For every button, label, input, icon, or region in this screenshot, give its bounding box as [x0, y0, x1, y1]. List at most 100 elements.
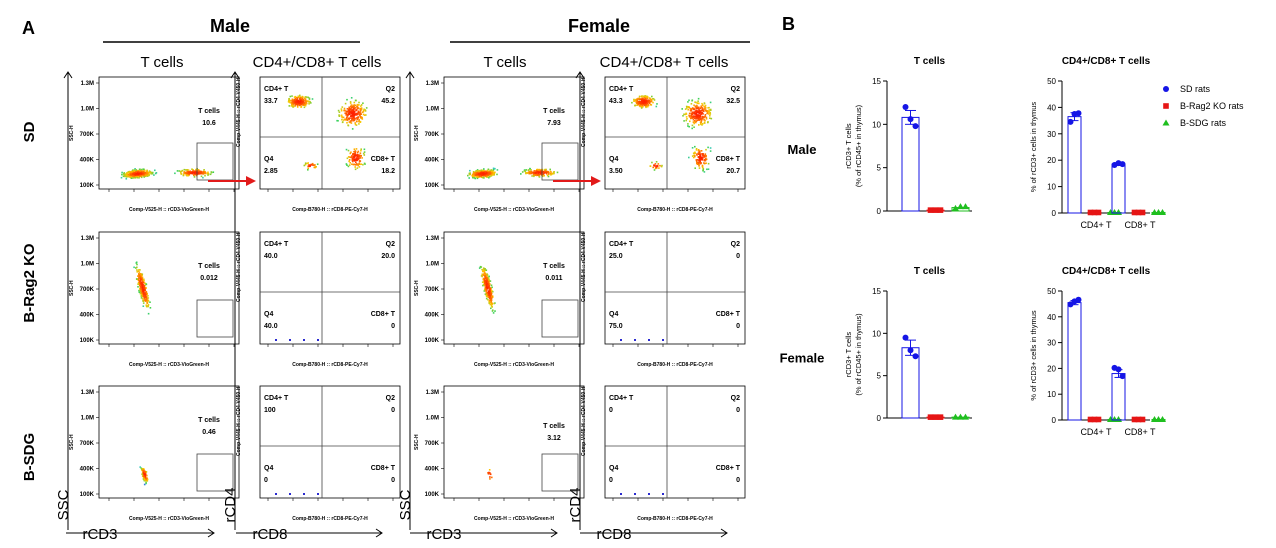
event-dot	[350, 107, 353, 109]
event-dot	[344, 102, 347, 105]
event-dot	[475, 172, 477, 174]
event-dot	[349, 117, 351, 119]
event-dot	[551, 172, 553, 175]
event-dot	[351, 155, 353, 157]
plot-frame	[604, 231, 746, 345]
event-dot	[122, 175, 125, 178]
plot-frame	[604, 76, 746, 190]
event-dot	[682, 115, 684, 117]
event-dot	[704, 119, 706, 122]
event-dot	[150, 171, 153, 174]
event-dot	[353, 111, 355, 113]
event-dot	[653, 99, 656, 101]
event-dot	[483, 271, 486, 273]
event-dot	[654, 163, 657, 165]
quadrant-name: CD4+ T	[609, 86, 634, 93]
event-dot	[363, 151, 366, 153]
event-dot	[535, 172, 537, 175]
event-dot	[698, 157, 701, 159]
event-dot	[141, 472, 144, 474]
event-dot	[710, 117, 713, 120]
event-dot	[350, 104, 353, 106]
event-dot	[703, 155, 706, 158]
event-dot	[145, 286, 147, 289]
event-dot	[144, 476, 147, 478]
quadrant-name: Q2	[731, 241, 740, 248]
data-point	[937, 207, 944, 213]
event-dot	[533, 175, 535, 178]
event-dot	[684, 113, 686, 116]
event-dot	[140, 283, 142, 285]
bar-chart: T cells 0 5 10 15 rCD3+ T cells(% of rCD45+ i…	[788, 56, 972, 216]
event-dot	[195, 170, 197, 172]
event-dot	[491, 286, 493, 289]
axis-label-ssc: SSC-H	[69, 434, 75, 450]
data-point	[1087, 416, 1094, 423]
event-dot	[143, 287, 146, 289]
event-dot	[136, 175, 138, 177]
event-dot	[139, 174, 141, 177]
chart-title: CD4+/CD8+ T cells	[1062, 266, 1151, 277]
event-dot	[136, 278, 138, 280]
event-dot	[494, 310, 496, 312]
event-dot	[147, 312, 150, 315]
event-dot	[481, 176, 484, 179]
event-dot	[472, 176, 474, 179]
event-dot	[143, 176, 145, 178]
event-dot	[145, 482, 147, 485]
quadrant-name: Q2	[731, 395, 740, 402]
event-dot	[154, 172, 157, 175]
event-dot	[304, 99, 307, 102]
event-dot	[709, 101, 712, 104]
event-dot	[640, 100, 643, 102]
gate-percent: 3.12	[547, 435, 561, 442]
event-dot	[356, 120, 358, 122]
event-dot	[348, 118, 350, 121]
axis-label-x: Comp-B780-H :: rCD8-PE-Cy7-H	[637, 207, 713, 213]
y-tick-label: 40	[1047, 313, 1056, 322]
event-dot	[547, 175, 550, 178]
gate-box	[196, 299, 234, 338]
event-dot	[692, 118, 695, 121]
event-dot	[359, 107, 362, 110]
event-dot	[363, 108, 365, 111]
event-dot	[353, 104, 356, 106]
event-dot	[304, 96, 307, 98]
event-dot	[188, 171, 190, 173]
event-dot	[701, 124, 703, 126]
event-dot	[695, 111, 698, 114]
event-dot	[639, 105, 641, 108]
event-dot	[687, 123, 689, 125]
axis-name-rcd8: rCD8	[252, 526, 287, 543]
event-dot	[135, 267, 137, 269]
event-dot	[343, 109, 346, 112]
event-dot	[143, 298, 145, 300]
event-dot	[355, 109, 357, 111]
event-dot	[702, 169, 704, 171]
event-dot	[144, 172, 146, 174]
data-point	[912, 353, 919, 360]
event-dot	[138, 172, 140, 175]
axis-label-y: Comp-V445-H :: rCD4-V450-H	[581, 386, 587, 456]
event-dot	[185, 174, 188, 176]
event-dot	[126, 172, 128, 174]
event-dot	[147, 304, 150, 306]
event-dot	[549, 168, 551, 171]
axis-label-y: Comp-V445-H :: rCD4-V450-H	[581, 77, 587, 147]
y-tick-label: 10	[872, 120, 881, 129]
legend-marker	[1163, 103, 1169, 109]
event-dot	[138, 269, 140, 271]
event-dot	[484, 284, 486, 286]
event-dot	[693, 126, 695, 128]
event-dot	[200, 175, 203, 178]
event-dot	[191, 168, 193, 170]
event-dot	[473, 177, 476, 179]
event-dot	[147, 174, 149, 176]
event-dot	[477, 175, 480, 177]
event-dot	[489, 280, 492, 282]
event-dot	[688, 112, 691, 115]
tick-label: 1.3M	[81, 390, 94, 396]
event-dot	[140, 290, 142, 293]
event-dot	[488, 172, 490, 174]
